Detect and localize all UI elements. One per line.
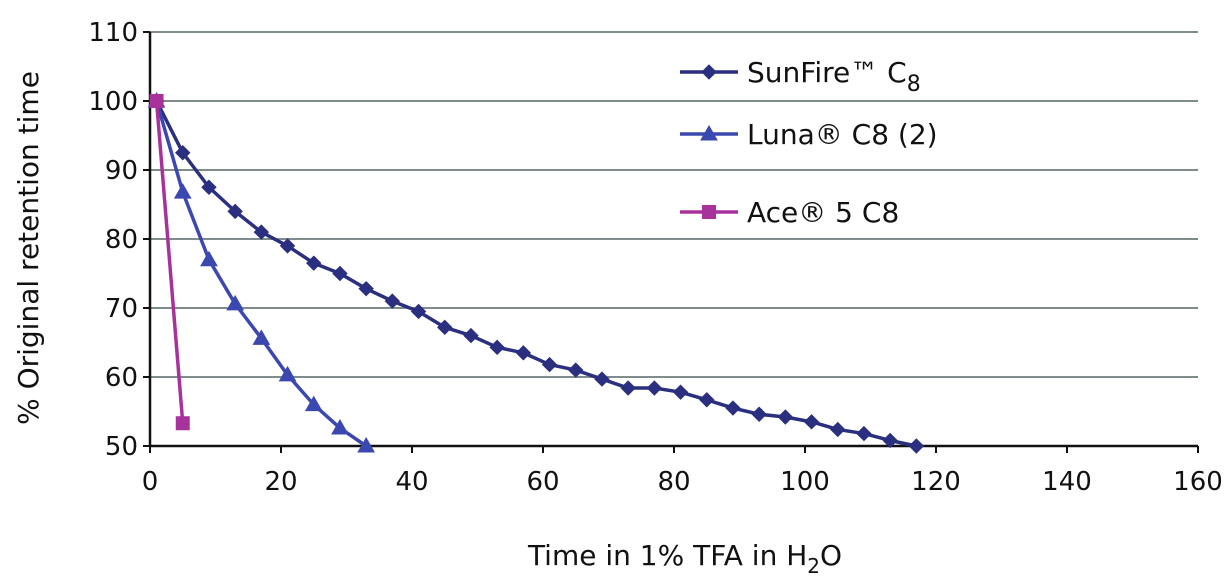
data-point-0-29 xyxy=(908,438,925,454)
y-axis-ticks: 50 60 70 80 90 100 110 xyxy=(88,18,150,462)
data-point-0-13 xyxy=(489,339,505,356)
data-point-0-22 xyxy=(725,400,741,416)
data-point-0-11 xyxy=(437,319,453,336)
data-point-0-15 xyxy=(541,356,558,373)
legend-label-0: SunFire™ C8 xyxy=(747,56,921,97)
data-point-0-23 xyxy=(751,406,767,422)
legend-label-main-2: Ace® 5 C8 xyxy=(747,196,899,229)
x-tick-label-100: 100 xyxy=(780,467,830,497)
data-point-1-7 xyxy=(331,419,349,435)
y-tick-label-50: 50 xyxy=(105,432,138,462)
legend-label-main-0: SunFire™ C xyxy=(747,56,907,89)
data-point-0-6 xyxy=(306,255,322,271)
data-point-0-10 xyxy=(410,303,427,320)
y-tick-label-90: 90 xyxy=(105,156,138,186)
data-point-0-20 xyxy=(672,384,689,400)
data-point-0-17 xyxy=(594,371,610,387)
data-point-0-2 xyxy=(201,179,217,195)
series-line-2 xyxy=(154,100,185,424)
x-tick-label-20: 20 xyxy=(264,467,297,497)
x-axis-title-sub: 2 xyxy=(807,554,820,577)
y-tick-label-60: 60 xyxy=(105,363,138,393)
legend: SunFire™ C8 Luna® C8 (2) Ace® 5 C8 xyxy=(680,56,938,229)
x-tick-label-60: 60 xyxy=(526,467,559,497)
data-point-1-2 xyxy=(200,250,218,267)
legend-item-1: Luna® C8 (2) xyxy=(680,118,938,151)
x-tick-label-40: 40 xyxy=(395,467,428,497)
data-point-2-0 xyxy=(149,94,164,108)
data-point-0-25 xyxy=(803,414,820,430)
x-axis-ticks: 0 20 40 60 80 100 120 140 160 xyxy=(142,446,1223,497)
data-point-1-4 xyxy=(252,329,271,345)
legend-item-0: SunFire™ C8 xyxy=(680,56,921,97)
legend-marker-1 xyxy=(700,124,718,141)
series-group xyxy=(147,91,925,454)
data-point-0-5 xyxy=(279,238,296,254)
data-point-0-14 xyxy=(515,345,532,361)
y-tick-label-110: 110 xyxy=(88,18,138,48)
series-1 xyxy=(147,91,376,453)
data-point-0-26 xyxy=(830,421,846,438)
data-point-0-16 xyxy=(568,362,584,378)
x-tick-label-160: 160 xyxy=(1173,467,1223,497)
data-point-0-4 xyxy=(253,224,270,240)
data-point-1-8 xyxy=(357,436,376,453)
legend-marker-0 xyxy=(701,64,717,80)
legend-item-2: Ace® 5 C8 xyxy=(680,196,899,229)
x-axis-title: Time in 1% TFA in H2O xyxy=(527,539,842,577)
data-point-1-3 xyxy=(226,294,245,311)
series-0 xyxy=(148,93,925,454)
x-tick-label-0: 0 xyxy=(142,467,159,497)
legend-marker-2 xyxy=(702,205,716,219)
data-point-1-5 xyxy=(278,365,297,382)
x-tick-label-120: 120 xyxy=(911,467,961,497)
data-point-0-21 xyxy=(699,392,715,408)
legend-label-2: Ace® 5 C8 xyxy=(747,196,899,229)
data-point-0-24 xyxy=(777,409,794,425)
data-point-0-18 xyxy=(620,380,636,396)
legend-label-main-1: Luna® C8 (2) xyxy=(747,118,938,151)
data-point-0-8 xyxy=(358,280,374,297)
series-line-0 xyxy=(154,100,917,448)
data-point-1-6 xyxy=(304,395,323,412)
data-point-0-1 xyxy=(175,145,191,161)
data-point-0-7 xyxy=(332,265,348,282)
x-axis-title-main: Time in 1% TFA in H xyxy=(527,539,807,572)
legend-label-sub-0: 8 xyxy=(907,72,921,97)
gridlines xyxy=(150,31,1198,378)
data-point-0-19 xyxy=(646,380,663,396)
data-point-0-12 xyxy=(463,327,479,344)
y-axis-title: % Original retention time xyxy=(12,71,45,425)
data-point-0-3 xyxy=(227,203,243,220)
x-tick-label-80: 80 xyxy=(657,467,690,497)
series-2 xyxy=(149,94,190,431)
y-tick-label-80: 80 xyxy=(105,225,138,255)
data-point-0-27 xyxy=(856,425,872,442)
y-tick-label-100: 100 xyxy=(88,87,138,117)
y-tick-label-70: 70 xyxy=(105,294,138,324)
data-point-2-1 xyxy=(175,416,190,431)
data-point-1-1 xyxy=(173,183,192,199)
x-axis-title-tail: O xyxy=(820,539,842,572)
data-point-0-9 xyxy=(384,293,401,309)
data-point-0-28 xyxy=(882,432,898,449)
legend-label-1: Luna® C8 (2) xyxy=(747,118,938,151)
x-tick-label-140: 140 xyxy=(1042,467,1092,497)
